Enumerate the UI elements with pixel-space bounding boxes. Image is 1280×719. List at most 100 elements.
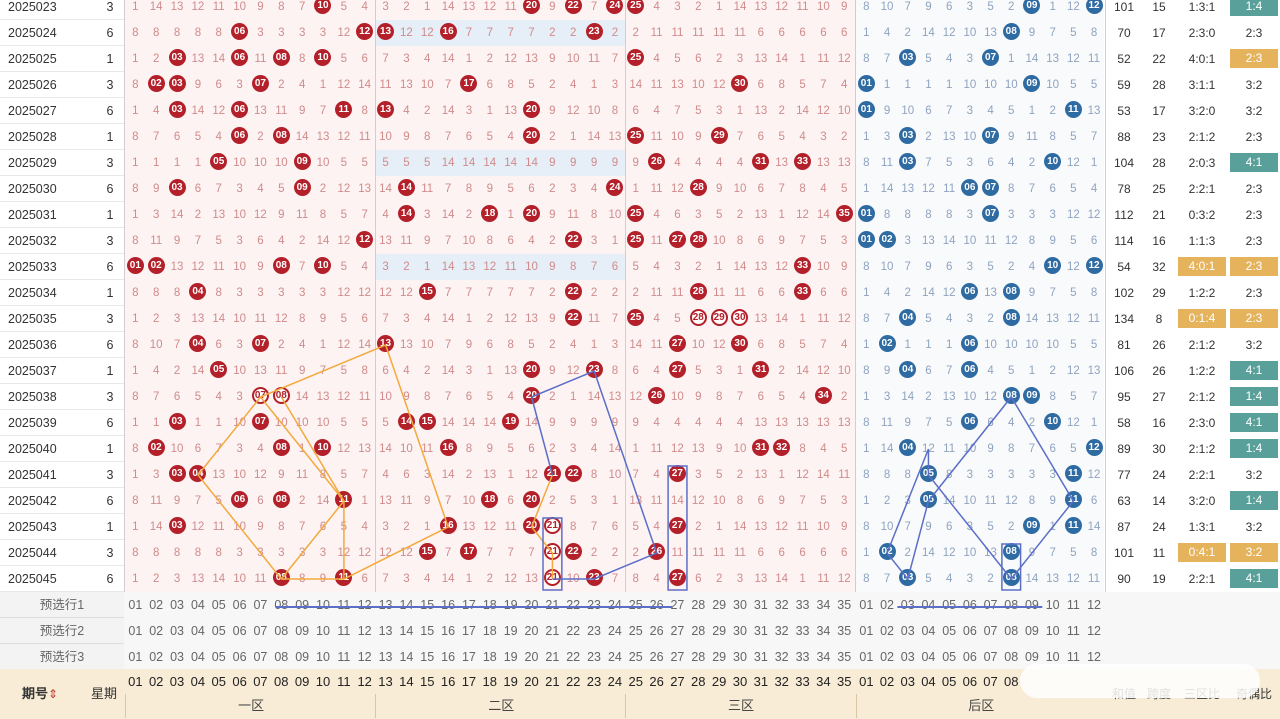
miss-count: 8 xyxy=(132,131,139,143)
miss-count: 2 xyxy=(319,183,327,195)
front-cell: 9 xyxy=(605,150,626,176)
miss-count: 1 xyxy=(715,1,723,13)
back-cell: 10 xyxy=(877,0,898,20)
front-cell: 13 xyxy=(354,176,375,202)
miss-count: 9 xyxy=(569,157,577,169)
miss-count: 9 xyxy=(841,1,848,13)
miss-count: 10 xyxy=(608,209,622,221)
front-ball: 07 xyxy=(251,75,269,93)
front-cell: 8 xyxy=(354,98,375,124)
back-cell: 8 xyxy=(1042,124,1063,150)
miss-count: 9 xyxy=(278,209,285,221)
miss-count: 4 xyxy=(1008,157,1015,169)
miss-count: 2 xyxy=(549,235,556,247)
miss-count: 7 xyxy=(528,27,535,39)
front-cell: 2 xyxy=(396,0,417,20)
front-cell: 6 xyxy=(479,72,500,98)
miss-count: 11 xyxy=(400,235,413,247)
front-cell: 1 xyxy=(479,98,500,124)
front-cell: 3 xyxy=(584,228,605,254)
miss-count: 8 xyxy=(883,209,891,221)
front-cell: 2 xyxy=(146,46,167,72)
back-cell: 09 xyxy=(1022,72,1043,98)
front-cell: 06 xyxy=(229,124,250,150)
front-cell: 12 xyxy=(479,0,500,20)
miss-count: 10 xyxy=(566,53,580,65)
front-cell: 10 xyxy=(271,150,292,176)
miss-count: 6 xyxy=(465,131,473,143)
miss-count: 4 xyxy=(695,157,702,169)
miss-count: 7 xyxy=(361,209,368,221)
front-ball: 12 xyxy=(356,23,374,41)
back-cell: 1 xyxy=(918,72,939,98)
back-cell: 3 xyxy=(960,46,981,72)
miss-count: 2 xyxy=(715,53,723,65)
miss-count: 14 xyxy=(587,131,601,143)
miss-count: 2 xyxy=(549,131,556,143)
miss-count: 13 xyxy=(754,1,768,13)
miss-count: 9 xyxy=(549,209,556,221)
front-cell: 13 xyxy=(188,46,209,72)
back-cell: 3 xyxy=(960,98,981,124)
miss-count: 6 xyxy=(695,53,702,65)
back-cell: 2 xyxy=(897,20,918,46)
miss-count: 10 xyxy=(984,79,997,91)
front-cell: 9 xyxy=(417,228,438,254)
weekday: 6 xyxy=(96,20,124,46)
ratio-badge: 4:1 xyxy=(1230,153,1278,173)
front-cell: 14 xyxy=(730,0,751,20)
back-ball: 08 xyxy=(1002,23,1020,41)
miss-count: 5 xyxy=(340,209,348,221)
front-cell: 3 xyxy=(375,0,396,20)
front-ball: 22 xyxy=(564,231,582,249)
miss-count: 8 xyxy=(1028,235,1036,247)
front-cell: 10 xyxy=(584,98,605,124)
front-cell: 05 xyxy=(208,150,229,176)
miss-count: 3 xyxy=(966,157,974,169)
front-cell: 14 xyxy=(730,254,751,280)
miss-count: 4 xyxy=(590,183,598,195)
miss-count: 11 xyxy=(1025,131,1038,143)
front-cell: 3 xyxy=(313,20,334,46)
stat-value: 28 xyxy=(1152,78,1166,92)
miss-count: 10 xyxy=(316,157,330,169)
back-cell: 11 xyxy=(877,150,898,176)
miss-count: 8 xyxy=(278,1,285,13)
miss-count: 4 xyxy=(257,183,264,195)
miss-count: 12 xyxy=(712,79,726,91)
back-cell: 11 xyxy=(980,228,1001,254)
front-cell: 3 xyxy=(688,202,709,228)
front-cell: 10 xyxy=(563,46,584,72)
miss-count: 11 xyxy=(212,1,225,13)
front-cell: 14 xyxy=(438,46,459,72)
miss-count: 14 xyxy=(295,131,309,143)
front-cell: 8 xyxy=(500,72,521,98)
miss-count: 14 xyxy=(1025,53,1039,65)
back-ball: 01 xyxy=(857,75,875,93)
front-cell: 3 xyxy=(459,98,480,124)
miss-count: 2 xyxy=(403,1,410,13)
back-cell: 10 xyxy=(897,98,918,124)
miss-count: 3 xyxy=(966,209,974,221)
front-cell: 8 xyxy=(125,20,146,46)
front-cell: 4 xyxy=(354,254,375,280)
back-cell: 09 xyxy=(1022,0,1043,20)
front-cell: 11 xyxy=(584,46,605,72)
miss-count: 7 xyxy=(1049,27,1056,39)
front-cell: 3 xyxy=(229,72,250,98)
miss-count: 9 xyxy=(883,105,891,117)
miss-count: 8 xyxy=(611,105,619,117)
miss-count: 4 xyxy=(653,209,660,221)
blue-trend-line xyxy=(531,370,658,580)
miss-count: 10 xyxy=(880,1,894,13)
front-cell: 13 xyxy=(167,254,188,280)
miss-count: 8 xyxy=(863,157,870,169)
back-cell: 3 xyxy=(1042,202,1063,228)
front-cell: 13 xyxy=(605,124,626,150)
stat-4: 3:2 xyxy=(1228,98,1280,124)
miss-count: 2 xyxy=(1008,1,1015,13)
front-cell: 8 xyxy=(459,176,480,202)
front-cell: 14 xyxy=(438,254,459,280)
front-cell: 11 xyxy=(250,46,271,72)
miss-count: 14 xyxy=(212,53,226,65)
